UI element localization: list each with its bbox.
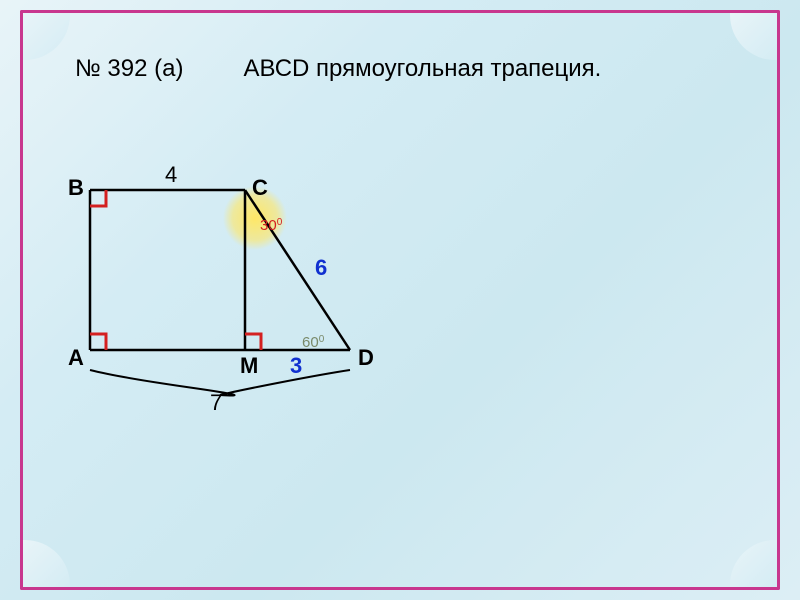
title-row: № 392 (а) АВСD прямоугольная трапеция. — [75, 55, 601, 83]
svg-text:M: M — [240, 353, 258, 378]
frame-corner — [730, 10, 780, 60]
svg-text:3: 3 — [290, 353, 302, 378]
svg-text:C: C — [252, 175, 268, 200]
geometry-diagram: ABCDM4637300600 — [90, 170, 390, 430]
svg-text:B: B — [68, 175, 84, 200]
svg-text:A: A — [68, 345, 84, 370]
svg-text:6: 6 — [315, 255, 327, 280]
svg-text:4: 4 — [165, 162, 177, 187]
svg-text:D: D — [358, 345, 374, 370]
problem-text: АВСD прямоугольная трапеция. — [243, 55, 601, 83]
svg-text:7: 7 — [210, 390, 222, 415]
frame-corner — [20, 540, 70, 590]
problem-number: № 392 (а) — [75, 55, 183, 83]
svg-text:600: 600 — [302, 334, 325, 352]
frame-corner — [730, 540, 780, 590]
frame-corner — [20, 10, 70, 60]
